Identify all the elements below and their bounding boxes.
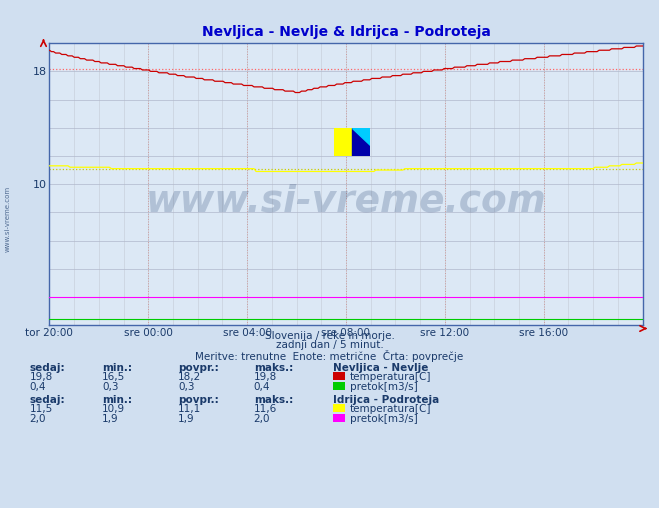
Bar bbox=[334, 128, 352, 156]
Text: 18,2: 18,2 bbox=[178, 372, 201, 383]
Text: povpr.:: povpr.: bbox=[178, 395, 219, 405]
Text: Idrijca - Podroteja: Idrijca - Podroteja bbox=[333, 395, 439, 405]
Text: sedaj:: sedaj: bbox=[30, 363, 65, 373]
Bar bbox=[352, 128, 370, 156]
Text: maks.:: maks.: bbox=[254, 395, 293, 405]
Text: 0,4: 0,4 bbox=[254, 382, 270, 392]
Text: 11,1: 11,1 bbox=[178, 404, 201, 415]
Text: min.:: min.: bbox=[102, 363, 132, 373]
Text: Slovenija / reke in morje.: Slovenija / reke in morje. bbox=[264, 331, 395, 341]
Text: 1,9: 1,9 bbox=[178, 414, 194, 424]
Text: temperatura[C]: temperatura[C] bbox=[350, 404, 432, 415]
Text: 0,3: 0,3 bbox=[102, 382, 119, 392]
Text: 10,9: 10,9 bbox=[102, 404, 125, 415]
Text: 19,8: 19,8 bbox=[30, 372, 53, 383]
Text: pretok[m3/s]: pretok[m3/s] bbox=[350, 414, 418, 424]
Text: zadnji dan / 5 minut.: zadnji dan / 5 minut. bbox=[275, 340, 384, 351]
Text: 2,0: 2,0 bbox=[254, 414, 270, 424]
Text: 11,5: 11,5 bbox=[30, 404, 53, 415]
Text: 1,9: 1,9 bbox=[102, 414, 119, 424]
Text: temperatura[C]: temperatura[C] bbox=[350, 372, 432, 383]
Text: 0,3: 0,3 bbox=[178, 382, 194, 392]
Text: 19,8: 19,8 bbox=[254, 372, 277, 383]
Text: 16,5: 16,5 bbox=[102, 372, 125, 383]
Text: maks.:: maks.: bbox=[254, 363, 293, 373]
Text: Nevljica - Nevlje: Nevljica - Nevlje bbox=[333, 363, 428, 373]
Text: 0,4: 0,4 bbox=[30, 382, 46, 392]
Text: sedaj:: sedaj: bbox=[30, 395, 65, 405]
Text: povpr.:: povpr.: bbox=[178, 363, 219, 373]
Text: 11,6: 11,6 bbox=[254, 404, 277, 415]
Text: min.:: min.: bbox=[102, 395, 132, 405]
Text: www.si-vreme.com: www.si-vreme.com bbox=[5, 185, 11, 251]
Text: pretok[m3/s]: pretok[m3/s] bbox=[350, 382, 418, 392]
Polygon shape bbox=[352, 128, 370, 145]
Text: www.si-vreme.com: www.si-vreme.com bbox=[146, 183, 546, 219]
Text: 2,0: 2,0 bbox=[30, 414, 46, 424]
Title: Nevljica - Nevlje & Idrijca - Podroteja: Nevljica - Nevlje & Idrijca - Podroteja bbox=[202, 25, 490, 39]
Text: Meritve: trenutne  Enote: metrične  Črta: povprečje: Meritve: trenutne Enote: metrične Črta: … bbox=[195, 350, 464, 362]
